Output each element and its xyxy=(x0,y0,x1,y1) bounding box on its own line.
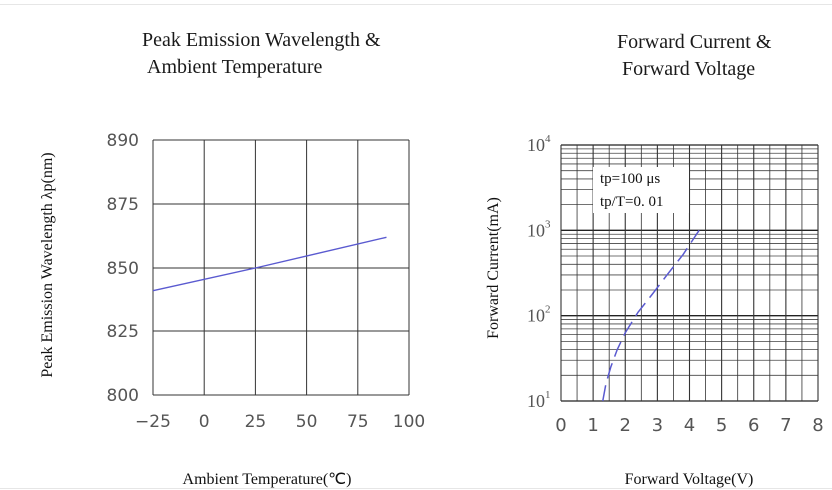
chart2-x-tick-label: 1 xyxy=(587,415,598,436)
chart2-x-tick-label: 8 xyxy=(812,415,823,436)
chart2-series-line xyxy=(602,229,700,402)
frame-top-line xyxy=(0,4,832,5)
chart1-series-line xyxy=(152,236,387,292)
chart2-x-tick-label: 0 xyxy=(555,415,566,436)
chart1-x-tick-label: 25 xyxy=(245,412,267,432)
chart2-y-tick-label: 10 xyxy=(527,391,545,411)
chart2-x-tick-label: 5 xyxy=(716,415,727,436)
chart1-title-line2: Ambient Temperature xyxy=(147,56,323,78)
chart1-x-tick-label: 100 xyxy=(393,412,425,432)
chart2-x-tick-label: 3 xyxy=(652,415,663,436)
chart2-x-tick-label: 2 xyxy=(620,415,631,436)
chart1-x-tick-label: 50 xyxy=(296,412,318,432)
chart2-y-axis-label: Forward Current(mA) xyxy=(485,197,502,339)
chart2-y-tick-label: 10 xyxy=(527,135,545,155)
wavelength-temperature-chart: −25 0 25 50 75 100 800 825 850 875 890 xyxy=(107,131,426,432)
chart2-title-line1: Forward Current & xyxy=(617,31,772,53)
chart1-title-line1: Peak Emission Wavelength & xyxy=(142,29,381,51)
chart2-annotation-text: tp/T=0. 01 xyxy=(600,194,663,210)
chart2-y-tick-label: 10 xyxy=(527,220,545,240)
chart2-annotation-box xyxy=(593,167,689,213)
chart1-x-tick-label: 75 xyxy=(347,412,369,432)
chart1-y-tick-label: 800 xyxy=(107,386,139,406)
chart1-y-tick-label: 825 xyxy=(107,322,139,342)
chart2-title-line2: Forward Voltage xyxy=(622,58,756,80)
chart2-x-tick-label: 7 xyxy=(780,415,791,436)
chart2-x-tick-label: 6 xyxy=(748,415,759,436)
chart2-y-tick-exponent: 3 xyxy=(545,218,551,230)
chart1-x-tick-label: 0 xyxy=(199,412,210,432)
chart2-y-tick-exponent: 2 xyxy=(545,304,551,316)
chart1-y-tick-label: 890 xyxy=(107,131,139,151)
chart1-y-tick-label: 850 xyxy=(107,259,139,279)
chart2-y-tick-exponent: 4 xyxy=(545,133,551,145)
chart2-y-tick-label: 10 xyxy=(527,306,545,326)
chart2-y-tick-exponent: 1 xyxy=(545,389,551,401)
chart2-annotation-text: tp=100 μs xyxy=(600,171,660,187)
chart1-x-axis-label: Ambient Temperature(℃) xyxy=(183,471,352,488)
chart2-x-axis-label: Forward Voltage(V) xyxy=(625,471,754,488)
chart2-x-tick-label: 4 xyxy=(684,415,695,436)
frame-bottom-line xyxy=(0,488,832,489)
chart1-x-tick-label: −25 xyxy=(135,412,171,432)
chart1-y-tick-label: 875 xyxy=(107,195,139,215)
chart1-y-axis-label: Peak Emission Wavelength λp(nm) xyxy=(39,152,56,377)
